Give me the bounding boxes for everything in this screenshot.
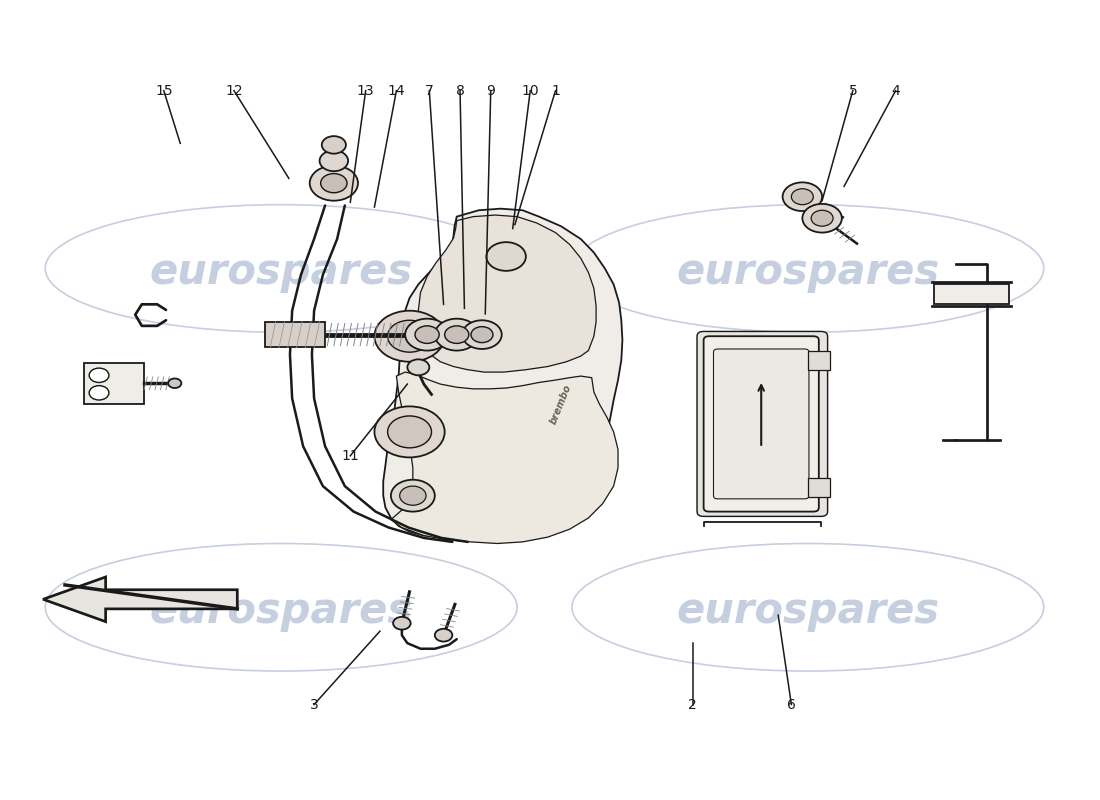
Polygon shape — [383, 209, 623, 537]
Text: 9: 9 — [486, 84, 495, 98]
FancyBboxPatch shape — [697, 331, 827, 516]
Circle shape — [374, 310, 444, 362]
Circle shape — [374, 406, 444, 458]
Circle shape — [434, 318, 478, 350]
Text: 7: 7 — [425, 84, 433, 98]
Text: 3: 3 — [310, 698, 319, 711]
Text: eurospares: eurospares — [676, 590, 939, 632]
Text: 14: 14 — [387, 84, 405, 98]
Circle shape — [322, 136, 345, 154]
Text: 4: 4 — [891, 84, 900, 98]
Text: 1: 1 — [551, 84, 560, 98]
Text: 6: 6 — [786, 698, 795, 711]
Circle shape — [462, 320, 502, 349]
Circle shape — [89, 368, 109, 382]
Circle shape — [320, 150, 348, 171]
Polygon shape — [418, 215, 596, 372]
Text: 13: 13 — [356, 84, 374, 98]
Text: 15: 15 — [155, 84, 173, 98]
Circle shape — [471, 326, 493, 342]
Circle shape — [399, 486, 426, 506]
Text: 11: 11 — [341, 449, 360, 463]
Text: eurospares: eurospares — [150, 590, 412, 632]
Circle shape — [811, 210, 833, 226]
Text: 2: 2 — [689, 698, 697, 711]
Bar — [934, 284, 1009, 304]
Circle shape — [310, 166, 358, 201]
Circle shape — [387, 320, 431, 352]
Circle shape — [791, 189, 813, 205]
Circle shape — [415, 326, 439, 343]
Text: 10: 10 — [521, 84, 539, 98]
Text: eurospares: eurospares — [150, 251, 412, 294]
Circle shape — [486, 242, 526, 271]
Text: 5: 5 — [848, 84, 857, 98]
Text: eurospares: eurospares — [676, 251, 939, 294]
Polygon shape — [390, 372, 618, 543]
Bar — [265, 322, 326, 347]
Circle shape — [321, 174, 346, 193]
Text: 12: 12 — [226, 84, 243, 98]
Circle shape — [444, 326, 469, 343]
Circle shape — [782, 182, 822, 211]
Bar — [84, 362, 144, 404]
Circle shape — [387, 416, 431, 448]
Circle shape — [407, 359, 429, 375]
Polygon shape — [43, 577, 238, 622]
Circle shape — [390, 480, 435, 512]
Text: brembo: brembo — [549, 382, 573, 426]
FancyBboxPatch shape — [714, 349, 808, 499]
Bar — [807, 478, 829, 498]
Circle shape — [168, 378, 182, 388]
Text: 8: 8 — [455, 84, 464, 98]
Circle shape — [405, 318, 449, 350]
Circle shape — [393, 617, 410, 630]
Circle shape — [89, 386, 109, 400]
Bar — [807, 350, 829, 370]
FancyBboxPatch shape — [704, 336, 818, 512]
Circle shape — [434, 629, 452, 642]
Circle shape — [802, 204, 842, 233]
